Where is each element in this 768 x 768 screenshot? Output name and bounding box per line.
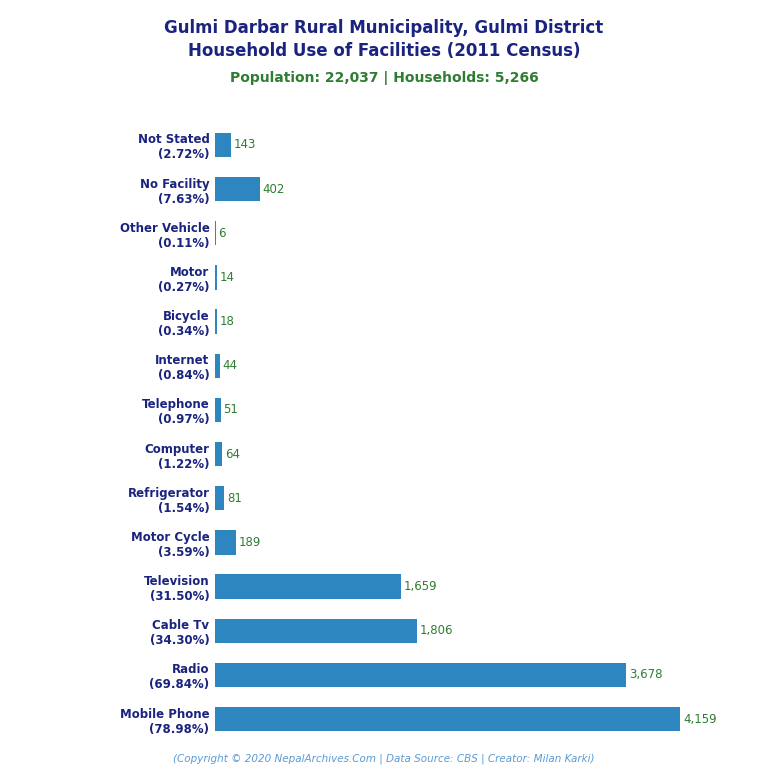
Text: 18: 18 — [220, 315, 235, 328]
Bar — [215, 133, 231, 157]
Bar — [215, 663, 627, 687]
Text: 14: 14 — [220, 271, 234, 284]
Text: 402: 402 — [263, 183, 285, 196]
Bar — [215, 398, 220, 422]
Bar — [215, 707, 680, 731]
Bar — [215, 618, 417, 643]
Bar — [215, 442, 222, 466]
Text: (Copyright © 2020 NepalArchives.Com | Data Source: CBS | Creator: Milan Karki): (Copyright © 2020 NepalArchives.Com | Da… — [174, 753, 594, 764]
Text: 4,159: 4,159 — [683, 713, 717, 726]
Bar — [215, 310, 217, 334]
Bar — [215, 530, 237, 554]
Text: 143: 143 — [233, 138, 257, 151]
Text: 81: 81 — [227, 492, 242, 505]
Text: 6: 6 — [219, 227, 226, 240]
Text: 51: 51 — [223, 403, 238, 416]
Text: 44: 44 — [223, 359, 238, 372]
Text: 1,806: 1,806 — [420, 624, 453, 637]
Text: 3,678: 3,678 — [629, 668, 663, 681]
Bar — [215, 574, 401, 599]
Text: Household Use of Facilities (2011 Census): Household Use of Facilities (2011 Census… — [187, 42, 581, 60]
Bar — [215, 177, 260, 201]
Text: 189: 189 — [239, 536, 261, 549]
Text: Population: 22,037 | Households: 5,266: Population: 22,037 | Households: 5,266 — [230, 71, 538, 84]
Text: 64: 64 — [225, 448, 240, 461]
Bar — [215, 486, 224, 511]
Text: 1,659: 1,659 — [403, 580, 437, 593]
Bar — [215, 265, 217, 290]
Text: Gulmi Darbar Rural Municipality, Gulmi District: Gulmi Darbar Rural Municipality, Gulmi D… — [164, 19, 604, 37]
Bar — [215, 353, 220, 378]
